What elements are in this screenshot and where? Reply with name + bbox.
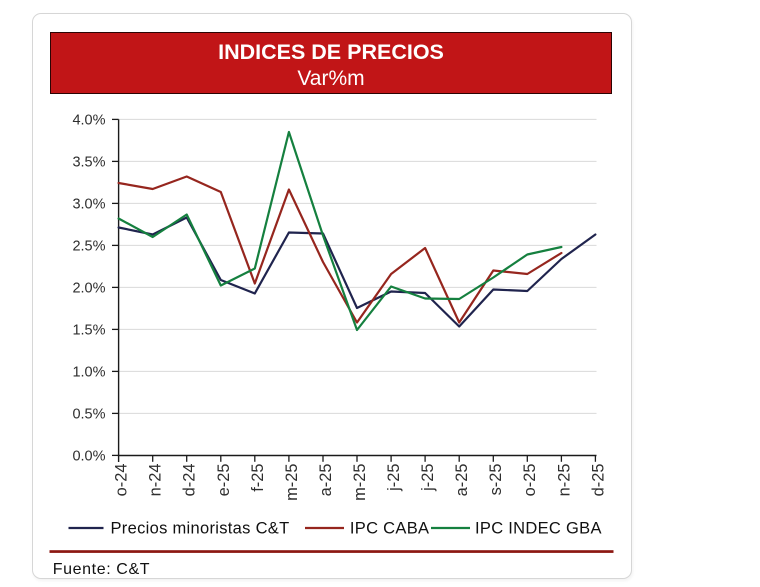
svg-text:3.5%: 3.5% bbox=[72, 155, 105, 171]
svg-text:4.0%: 4.0% bbox=[72, 113, 105, 129]
svg-text:o-24: o-24 bbox=[113, 464, 131, 497]
svg-text:a-25: a-25 bbox=[453, 464, 471, 497]
svg-text:Fuente: C&T: Fuente: C&T bbox=[53, 561, 150, 578]
svg-text:d-25: d-25 bbox=[589, 464, 607, 497]
svg-text:3.0%: 3.0% bbox=[72, 197, 105, 213]
svg-text:j-25: j-25 bbox=[419, 464, 437, 492]
svg-text:j-25: j-25 bbox=[385, 464, 403, 492]
svg-text:0.0%: 0.0% bbox=[72, 449, 105, 465]
svg-text:1.5%: 1.5% bbox=[72, 323, 105, 339]
svg-text:n-25: n-25 bbox=[555, 464, 573, 497]
svg-text:IPC CABA: IPC CABA bbox=[350, 520, 429, 538]
svg-text:o-25: o-25 bbox=[521, 464, 539, 497]
svg-text:0.5%: 0.5% bbox=[72, 407, 105, 423]
svg-text:1.0%: 1.0% bbox=[72, 365, 105, 381]
svg-text:m-25: m-25 bbox=[351, 464, 369, 501]
svg-text:IPC INDEC GBA: IPC INDEC GBA bbox=[475, 520, 602, 538]
svg-text:2.5%: 2.5% bbox=[72, 239, 105, 255]
svg-text:2.0%: 2.0% bbox=[72, 281, 105, 297]
svg-text:e-25: e-25 bbox=[215, 464, 233, 497]
svg-text:Precios minoristas C&T: Precios minoristas C&T bbox=[111, 520, 290, 538]
svg-text:n-24: n-24 bbox=[147, 464, 165, 497]
svg-text:d-24: d-24 bbox=[181, 464, 199, 497]
svg-text:a-25: a-25 bbox=[317, 464, 335, 497]
svg-text:s-25: s-25 bbox=[487, 464, 505, 496]
svg-text:f-25: f-25 bbox=[249, 464, 267, 492]
svg-text:m-25: m-25 bbox=[283, 464, 301, 501]
